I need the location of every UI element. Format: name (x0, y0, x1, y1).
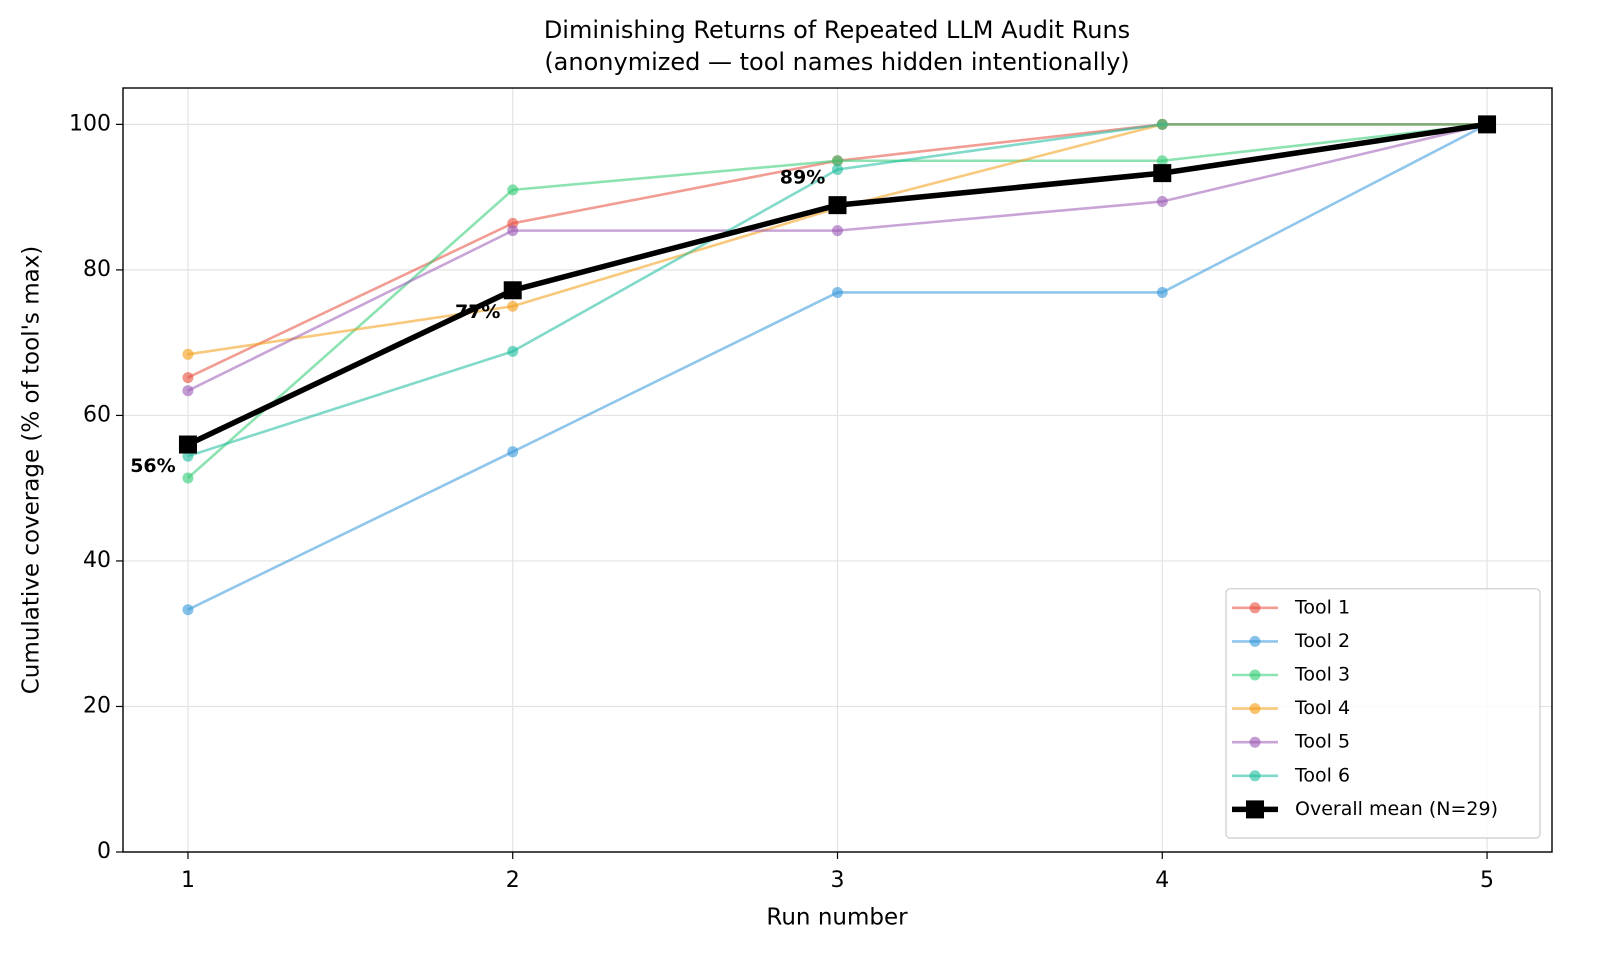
mean-marker (1478, 115, 1497, 134)
point (832, 155, 843, 167)
plot-frame (122, 87, 1553, 853)
legend-marker (1249, 602, 1261, 614)
point (1156, 196, 1168, 208)
y-tick-label: 100 (69, 111, 111, 136)
mean-marker (178, 435, 197, 454)
legend-marker (1249, 635, 1261, 647)
point (182, 604, 194, 616)
x-tick-label: 1 (181, 868, 195, 893)
point (182, 472, 194, 484)
point (832, 286, 843, 298)
legend-marker (1249, 770, 1261, 782)
legend-label: Tool 1 (1294, 596, 1350, 618)
x-tick-label: 3 (831, 868, 845, 893)
point (507, 446, 519, 458)
chart-subtitle: (anonymized — tool names hidden intentio… (544, 48, 1129, 76)
legend-label: Overall mean (N=29) (1295, 798, 1498, 820)
point (507, 184, 519, 196)
point (182, 385, 194, 397)
y-tick-label: 80 (83, 257, 111, 282)
mean-marker (1153, 164, 1172, 183)
x-tick-label: 2 (506, 868, 520, 893)
legend-label: Tool 6 (1294, 764, 1350, 786)
legend-marker (1246, 800, 1264, 819)
x-axis-label: Run number (766, 905, 908, 931)
point (1156, 155, 1168, 167)
point (832, 163, 843, 175)
point (507, 300, 519, 312)
legend-marker (1249, 669, 1261, 681)
legend-label: Tool 2 (1294, 630, 1350, 652)
x-tick-label: 5 (1480, 868, 1494, 893)
value-label: 77% (455, 301, 500, 323)
point (1156, 118, 1168, 130)
legend-box (1225, 588, 1541, 839)
legend-label: Tool 4 (1294, 697, 1350, 719)
mean-marker (503, 281, 522, 300)
y-tick-label: 0 (97, 839, 111, 864)
mean-marker (828, 196, 847, 215)
point (1156, 286, 1168, 298)
y-tick-label: 60 (83, 402, 111, 427)
value-label: 56% (130, 455, 175, 477)
point (507, 345, 519, 357)
chart-title: Diminishing Returns of Repeated LLM Audi… (544, 16, 1130, 44)
point (182, 348, 194, 360)
y-tick-label: 40 (83, 548, 111, 573)
legend-marker (1249, 736, 1261, 748)
point (832, 225, 843, 237)
point (507, 225, 519, 237)
y-tick-label: 20 (83, 693, 111, 718)
legend-label: Tool 5 (1294, 731, 1350, 753)
y-axis-label: Cumulative coverage (% of tool's max) (19, 246, 45, 695)
value-label: 89% (780, 167, 825, 189)
x-tick-label: 4 (1155, 868, 1169, 893)
point (182, 372, 194, 384)
legend-marker (1249, 703, 1261, 715)
legend-label: Tool 3 (1294, 664, 1350, 686)
